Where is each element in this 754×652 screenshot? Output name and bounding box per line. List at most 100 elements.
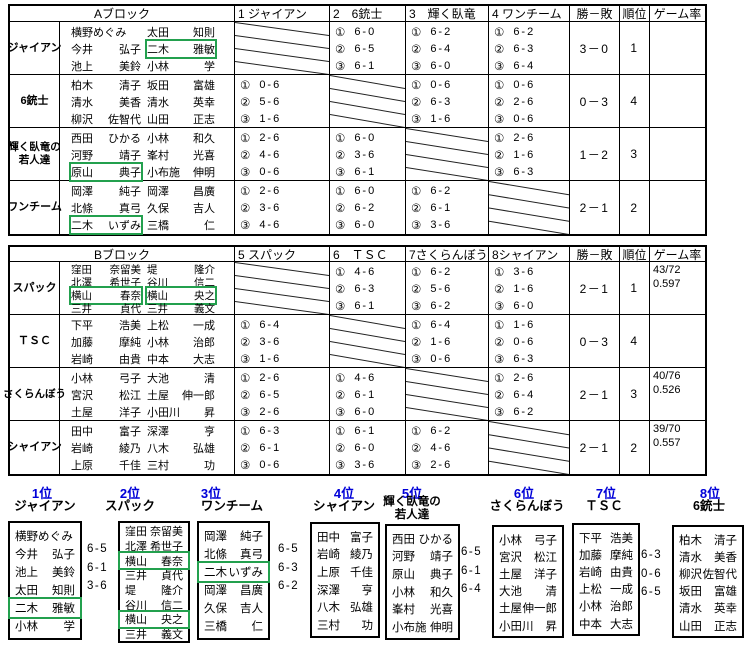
game-rate-cell bbox=[650, 128, 705, 181]
player-surname: 清水 bbox=[71, 96, 93, 109]
player-given-name: 義文 bbox=[161, 629, 183, 642]
game-score-line: ③ 6-1 bbox=[330, 298, 405, 315]
player-surname: 今井 bbox=[15, 549, 38, 561]
player-given-name: 知則 bbox=[193, 26, 215, 39]
player-surname: 三村 bbox=[147, 460, 169, 473]
match-score-cell: ① 4-6 ② 6-1 ③ 6-0 bbox=[330, 368, 406, 421]
game-number-mark: ② bbox=[411, 336, 422, 349]
member-name: 上原 千佳 bbox=[71, 457, 141, 473]
game-score: 0-6 bbox=[259, 459, 282, 472]
player-given-name: 貞代 bbox=[120, 302, 141, 315]
player-given-name: 洋子 bbox=[534, 568, 557, 581]
player-given-name: 英幸 bbox=[193, 96, 215, 109]
game-score: 6-4 bbox=[430, 318, 453, 331]
player-surname: 上松 bbox=[147, 319, 169, 332]
playoff-game-score: 0-6 bbox=[641, 567, 663, 580]
member-pair-row: 宮沢 松江 土屋 伸一郎 bbox=[60, 386, 234, 403]
rank-label: 2位 bbox=[119, 486, 141, 501]
member-pair-row: 岩崎 綾乃 八木 弘雄 bbox=[60, 439, 234, 456]
game-number-mark: ③ bbox=[411, 220, 422, 233]
game-score-line: ① 2-6 bbox=[235, 129, 329, 146]
opponent-column-header: 5 スパック bbox=[235, 247, 330, 262]
game-score: 6-3 bbox=[354, 282, 377, 295]
game-score: 3-6 bbox=[259, 201, 282, 214]
win-loss-cell: 3－0 bbox=[570, 22, 620, 75]
member-pair-row: 池上 美鈴 小林 学 bbox=[60, 58, 234, 75]
playoff-game-score: 6-3 bbox=[278, 561, 300, 574]
player-surname: 清水 bbox=[679, 603, 702, 616]
game-number-mark: ② bbox=[411, 43, 422, 56]
player-surname: 二木 bbox=[204, 567, 227, 579]
game-score: 3-6 bbox=[513, 265, 536, 278]
player-surname: 久保 bbox=[147, 202, 169, 215]
game-number-mark: ③ bbox=[494, 61, 505, 74]
game-score-line: ③ 6-4 bbox=[489, 58, 569, 75]
game-score: 1-6 bbox=[259, 353, 282, 366]
game-number-mark: ① bbox=[335, 425, 346, 438]
player-surname: 谷川 bbox=[147, 276, 168, 289]
game-score-line: ② 4-6 bbox=[406, 439, 488, 456]
player-given-name: 吉人 bbox=[240, 603, 263, 615]
self-match-cell bbox=[330, 315, 406, 368]
player-given-name: 清 bbox=[545, 586, 558, 599]
game-score: 0-6 bbox=[513, 335, 536, 348]
player-surname: 横山 bbox=[125, 555, 147, 568]
member-pair-row: 今井 弘子 二木 雅敏 bbox=[60, 38, 234, 59]
team-name-cell: シャイアン bbox=[7, 421, 62, 474]
player-given-name: 浩美 bbox=[610, 532, 633, 545]
playoff-game-score: 3-6 bbox=[87, 580, 109, 593]
player-surname: 岩崎 bbox=[317, 549, 340, 562]
player-surname: 宮沢 bbox=[499, 551, 522, 564]
game-number-mark: ② bbox=[335, 149, 346, 162]
game-score: 1-6 bbox=[513, 318, 536, 331]
member-name: 小林 学 bbox=[147, 58, 215, 74]
game-score: 2-6 bbox=[430, 459, 453, 472]
player-given-name: 千佳 bbox=[350, 566, 373, 579]
playoff-score-column: 6-5 6-1 3-6 bbox=[87, 540, 108, 596]
rank-cell: 4 bbox=[620, 75, 650, 128]
playoff-game-score: 6-3 bbox=[641, 549, 663, 562]
game-score: 6-3 bbox=[513, 42, 536, 55]
playoff-game-score: 6-5 bbox=[641, 586, 663, 599]
game-score-line: ① 4-6 bbox=[330, 369, 405, 386]
game-score: 2-6 bbox=[259, 131, 282, 144]
player-surname: 三村 bbox=[317, 619, 340, 632]
game-number-mark: ① bbox=[494, 319, 505, 332]
match-score-cell: ① 2-6 ② 1-6 ③ 6-3 bbox=[489, 128, 570, 181]
game-rate-header: ゲーム率 bbox=[650, 6, 705, 22]
player-given-name: 弘雄 bbox=[350, 602, 373, 615]
player-surname: 加藤 bbox=[71, 336, 93, 349]
game-score: 0-6 bbox=[430, 353, 453, 366]
rank-cell: 1 bbox=[620, 262, 650, 315]
game-score: 6-2 bbox=[430, 184, 453, 197]
game-score-line: ① 0-6 bbox=[406, 76, 488, 93]
ranked-member-row: 中本 大志 bbox=[574, 615, 638, 632]
game-score: 6-3 bbox=[430, 95, 453, 108]
team-members-cell: 横野めぐみ 太田 知則 今井 弘子 二木 雅敏 池上 美鈴 小林 学 bbox=[60, 22, 235, 75]
ranked-member-row: 二木 いずみ bbox=[197, 561, 270, 583]
member-name: 三井 義文 bbox=[147, 301, 215, 316]
player-given-name: 摩純 bbox=[119, 336, 141, 349]
player-surname: 池上 bbox=[71, 61, 93, 74]
game-score: 6-4 bbox=[259, 318, 282, 331]
block-a-table: Aブロック 1 ジャイアン 2 6銃士 3 輝く臥竜 4 ワンチーム 勝－敗 順位 ゲーム率ジ… bbox=[7, 4, 707, 236]
player-surname: 二木 bbox=[147, 43, 169, 56]
game-number-mark: ③ bbox=[240, 460, 251, 473]
ranked-member-row: 岩崎 由貴 bbox=[574, 563, 638, 580]
ranked-member-row: 西田 ひかる bbox=[387, 530, 458, 548]
win-loss-header: 勝－敗 bbox=[570, 247, 620, 262]
game-number-mark: ② bbox=[494, 336, 505, 349]
ranked-team-members-box: 小林 弓子 宮沢 松江 土屋 洋子 大池清土屋 伸一郎 小田川昇 bbox=[492, 525, 564, 638]
game-number-mark: ① bbox=[240, 132, 251, 145]
game-number-mark: ③ bbox=[494, 301, 505, 314]
member-name: 原山 典子 bbox=[69, 162, 143, 183]
match-score-cell: ① 6-2 ② 5-6 ③ 6-2 bbox=[406, 262, 489, 315]
team-name-cell: 輝く臥竜の 若人達 bbox=[8, 128, 61, 181]
player-given-name: いずみ bbox=[228, 567, 264, 579]
game-score: 2-6 bbox=[513, 371, 536, 384]
game-number-mark: ② bbox=[335, 389, 346, 402]
player-surname: 小林 bbox=[392, 586, 415, 599]
game-score: 6-1 bbox=[259, 441, 282, 454]
player-surname: 峯村 bbox=[392, 604, 415, 617]
player-surname: 土屋 bbox=[147, 389, 169, 402]
